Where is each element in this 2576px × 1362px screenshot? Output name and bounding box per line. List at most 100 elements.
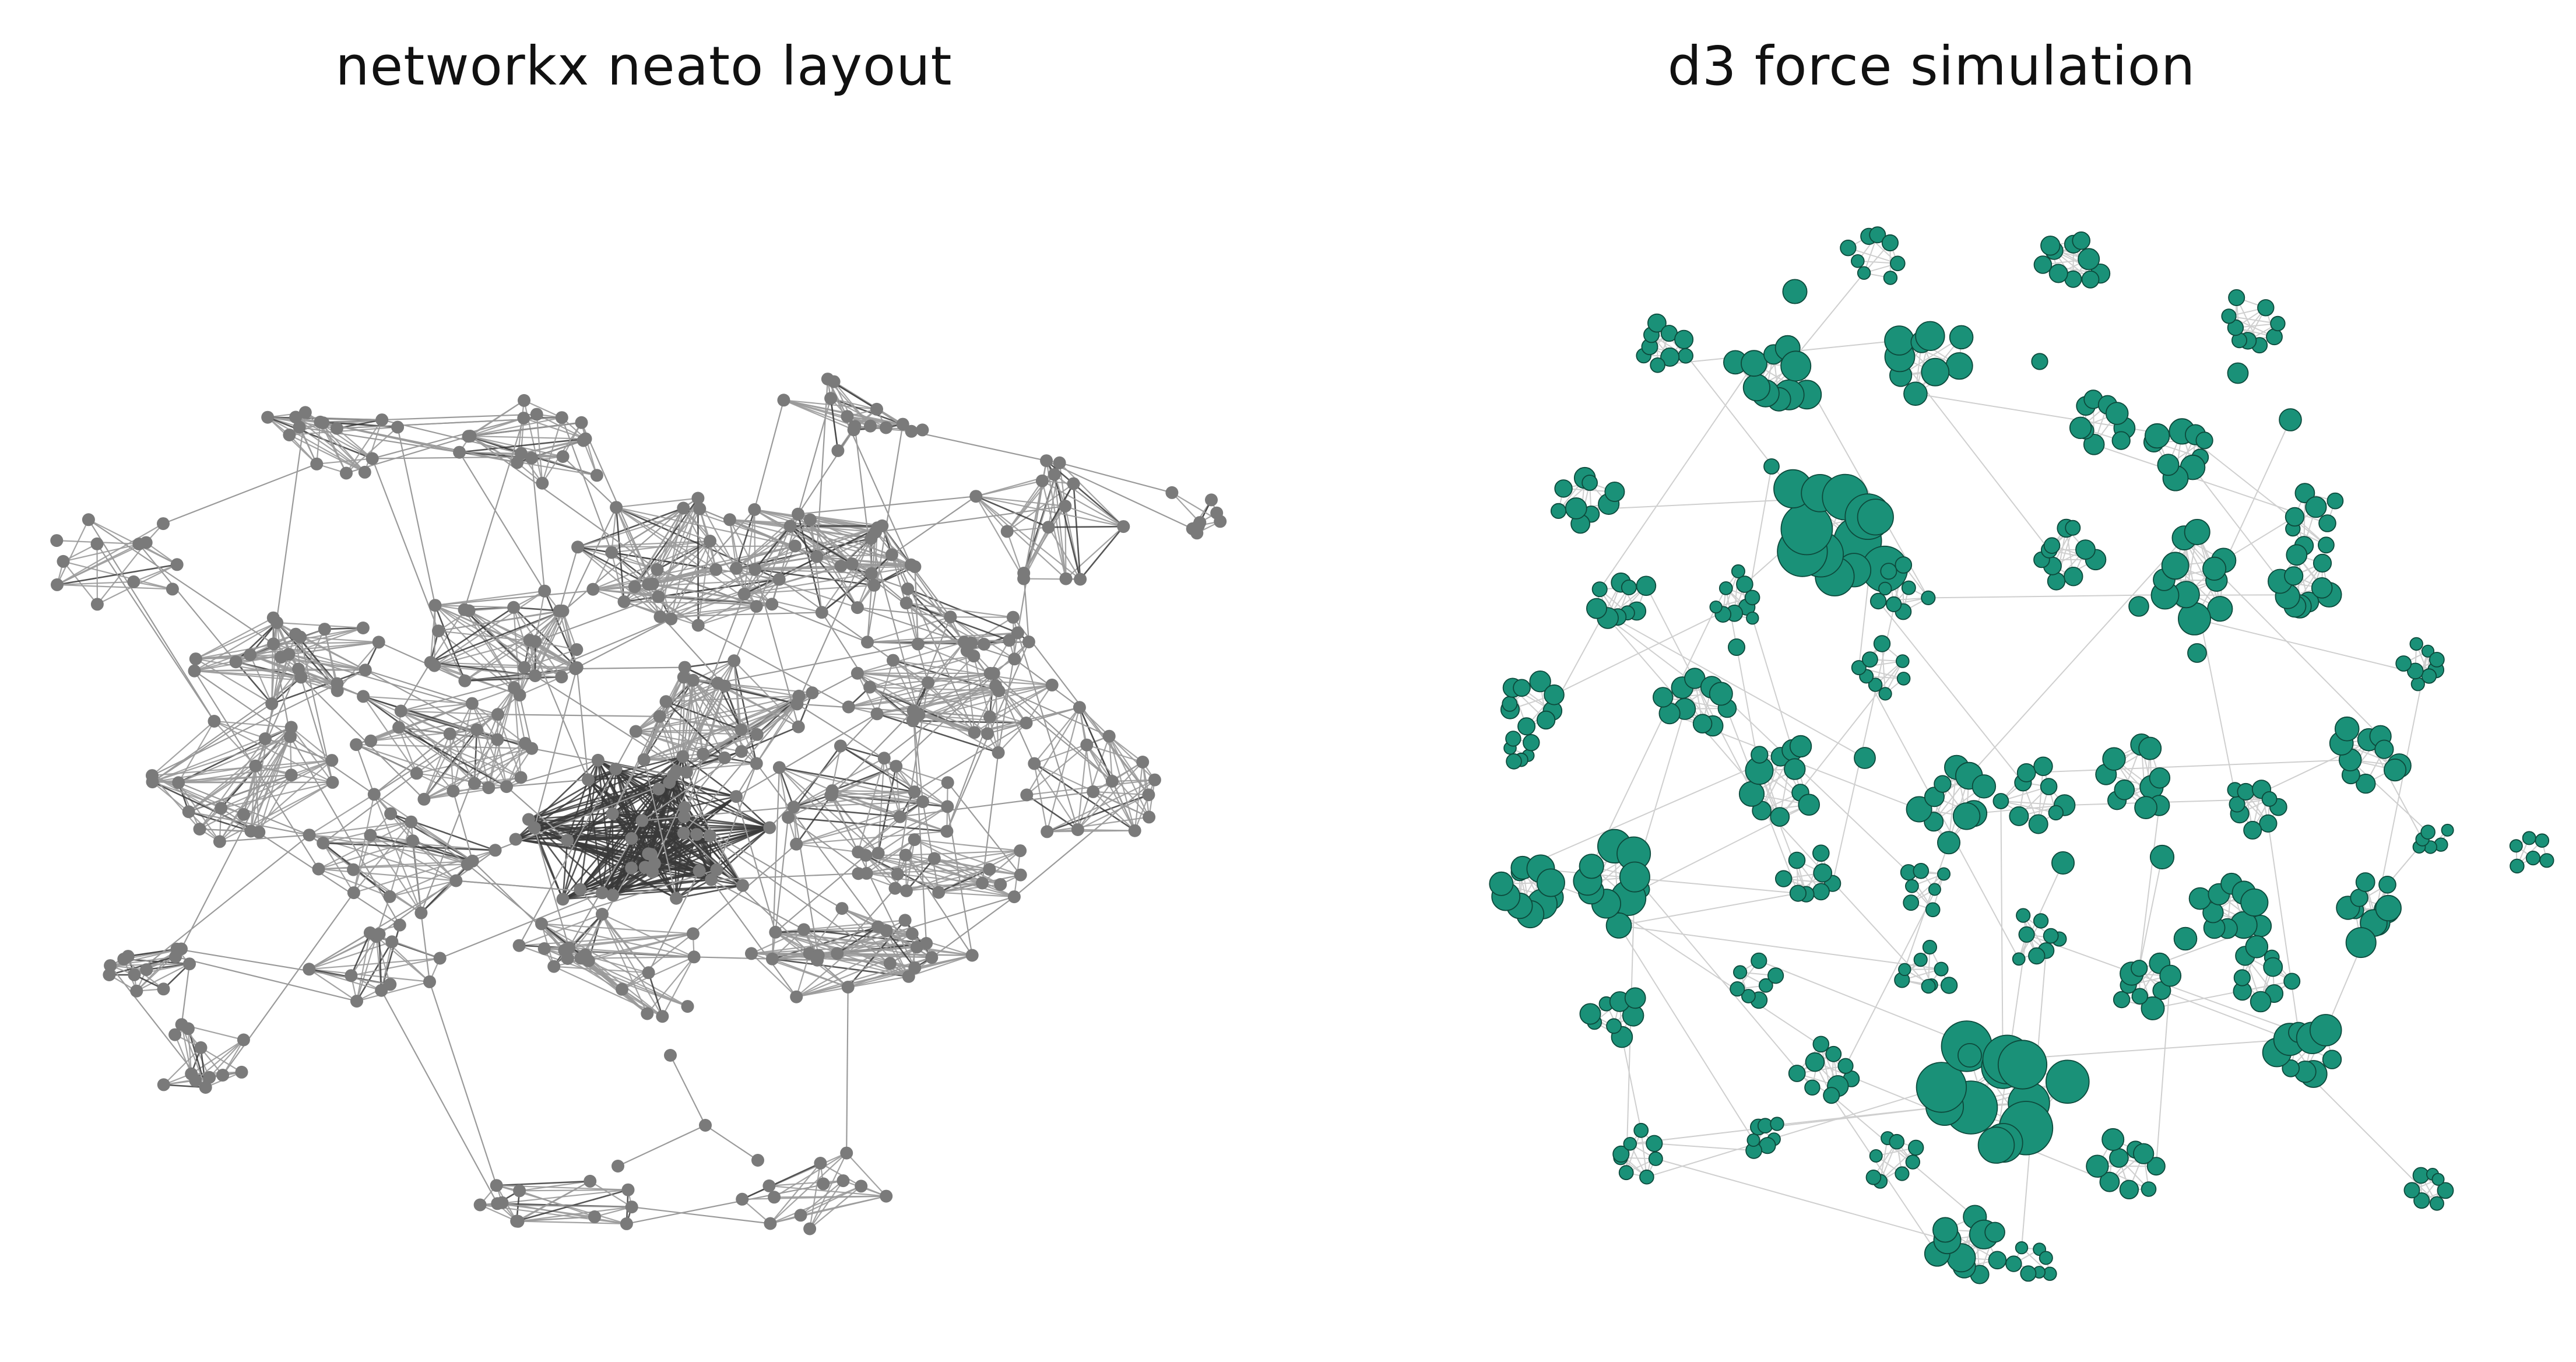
neato-node [1073, 701, 1086, 714]
d3-node [1736, 575, 1753, 593]
d3-node [2101, 1128, 2125, 1151]
neato-edge [389, 880, 456, 897]
neato-edge [375, 936, 391, 985]
neato-edge [778, 767, 795, 808]
neato-node [976, 876, 989, 890]
d3-node [2270, 315, 2286, 332]
d3-node [2130, 960, 2148, 977]
d3-node [2072, 231, 2090, 250]
neato-edge [346, 419, 383, 474]
d3-node [2133, 1143, 2155, 1164]
neato-node [1059, 572, 1073, 585]
neato-node [1071, 823, 1084, 836]
neato-edge [480, 1204, 517, 1222]
neato-edge [769, 1185, 887, 1197]
d3-node [1770, 807, 1790, 827]
neato-edge [729, 519, 745, 595]
neato-node [967, 650, 981, 663]
neato-node [574, 883, 587, 896]
neato-edge [497, 687, 515, 740]
neato-node [168, 1028, 182, 1041]
neato-node [358, 465, 371, 479]
neato-edge [858, 758, 885, 852]
neato-node [911, 637, 925, 651]
neato-edge [468, 417, 563, 437]
neato-node [748, 503, 761, 516]
neato-edge [912, 684, 1052, 722]
neato-node [252, 826, 266, 839]
neato-node [166, 582, 179, 596]
neato-node [1007, 890, 1021, 904]
neato-edge [729, 519, 790, 527]
neato-edges [56, 378, 1221, 1230]
neato-edge [686, 757, 725, 773]
d3-node [1650, 357, 1665, 373]
d3-node [2250, 991, 2272, 1013]
neato-edge [356, 981, 430, 1002]
neato-node [864, 419, 877, 433]
neato-edge [214, 720, 332, 761]
d3-node [1523, 733, 1540, 752]
neato-node [536, 476, 549, 490]
neato-node [817, 1177, 830, 1191]
neato-edge [400, 703, 472, 712]
neato-node [940, 824, 954, 838]
neato-edge [267, 416, 373, 459]
neato-edge [528, 819, 655, 865]
d3-node [1741, 989, 1756, 1003]
d3-node [1517, 717, 1536, 736]
neato-edge [468, 610, 578, 669]
neato-edge [866, 839, 915, 874]
neato-edge [976, 496, 1066, 507]
neato-node [391, 420, 405, 434]
neato-edge [995, 685, 1113, 782]
neato-node [880, 1189, 893, 1203]
neato-edge [152, 676, 302, 782]
neato-edge [676, 879, 712, 899]
neato-node [57, 554, 70, 568]
neato-node [1074, 573, 1087, 586]
neato-node [768, 1191, 781, 1204]
neato-edge [541, 923, 694, 958]
neato-edge [987, 707, 1080, 735]
neato-node [653, 710, 666, 723]
d3-node [1850, 254, 1865, 268]
neato-edge [356, 744, 375, 795]
neato-node [157, 982, 170, 996]
neato-node [1011, 626, 1024, 640]
neato-edge [87, 519, 215, 722]
neato-edge [913, 672, 994, 712]
neato-node [811, 949, 825, 962]
d3-node [2221, 308, 2237, 324]
neato-edge [800, 1195, 887, 1216]
neato-edge [927, 641, 965, 683]
neato-edge [869, 686, 913, 722]
neato-edge [670, 540, 711, 619]
neato-edge [1047, 830, 1135, 833]
neato-edge [271, 669, 366, 705]
neato-edge [209, 1039, 244, 1078]
neato-edge [309, 794, 375, 836]
d3-node [2240, 888, 2269, 917]
neato-node [556, 893, 570, 906]
d3-node [2005, 1255, 2022, 1272]
neato-edge [830, 795, 859, 852]
d3-node [1804, 1079, 1821, 1096]
neato-edge [535, 641, 577, 651]
neato-edge [736, 763, 757, 797]
neato-edge [683, 696, 800, 834]
neato-edge [816, 379, 828, 557]
neato-edge [175, 956, 357, 1002]
d3-node [2043, 928, 2059, 944]
neato-edge [676, 594, 745, 771]
neato-node [384, 807, 398, 820]
neato-edge [220, 760, 332, 809]
neato-edge [832, 790, 915, 793]
neato-node [845, 557, 859, 571]
neato-node [792, 720, 805, 733]
d3-node [2031, 353, 2048, 370]
neato-edge [809, 519, 823, 613]
neato-edge [271, 617, 274, 704]
neato-edge [544, 591, 578, 668]
neato-edge [914, 566, 919, 644]
